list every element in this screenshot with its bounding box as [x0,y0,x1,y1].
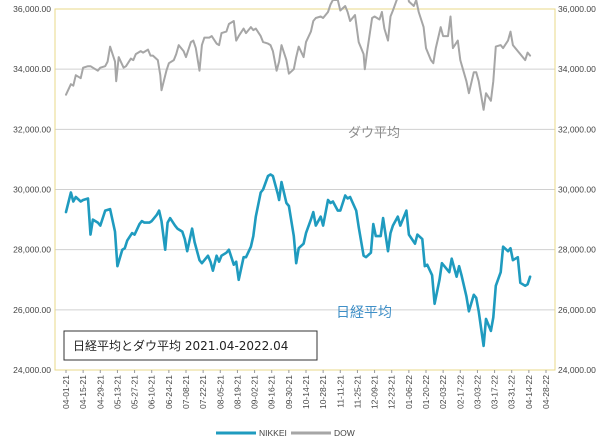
x-tick-label: 11-11-21 [335,375,345,408]
chart-title: 日経平均とダウ平均 2021.04-2022.04 [73,338,288,353]
left-tick-label: 24,000.00 [13,365,51,375]
right-axis-ticks: 24,000.00 26,000.00 28,000.00 30,000.00 32,0… [558,4,596,375]
right-tick-label: 30,000.00 [558,185,596,195]
x-tick-label: 06-24-21 [164,375,174,409]
x-tick-label: 12-23-21 [387,375,397,409]
x-tick-label: 04-15-21 [78,375,88,409]
x-tick-label: 01-06-22 [404,375,414,409]
chart-title-box: 日経平均とダウ平均 2021.04-2022.04 [63,330,318,361]
x-tick-label: 01-20-22 [421,375,431,409]
x-tick-label: 04-14-22 [524,375,534,409]
left-axis-ticks: 24,000.00 26,000.00 28,000.00 30,000.00 32,0… [13,4,51,375]
x-tick-label: 04-01-21 [61,375,71,409]
right-tick-label: 36,000.00 [558,4,596,14]
x-tick-label: 06-10-21 [147,375,157,409]
x-tick-label: 03-31-22 [507,375,517,409]
x-tick-label: 09-30-21 [284,375,294,409]
left-tick-label: 32,000.00 [13,124,51,134]
x-tick-label: 04-28-22 [541,375,551,409]
right-tick-label: 34,000.00 [558,64,596,74]
right-tick-label: 28,000.00 [558,245,596,255]
x-tick-label: 07-08-21 [181,375,191,409]
series-line-dow [65,0,532,111]
right-tick-label: 26,000.00 [558,305,596,315]
x-tick-label: 05-27-21 [130,375,140,409]
right-tick-label: 24,000.00 [558,365,596,375]
title-box-frame [63,330,318,361]
x-tick-label: 03-03-22 [472,375,482,409]
series-line-nikkei [64,173,532,348]
left-tick-label: 26,000.00 [13,305,51,315]
left-tick-label: 34,000.00 [13,64,51,74]
x-tick-label: 05-13-21 [112,375,122,409]
x-tick-label: 02-17-22 [455,375,465,409]
x-tick-label: 08-19-21 [232,375,242,409]
legend-label-nikkei: NIKKEI [259,428,287,438]
x-tick-label: 04-29-21 [95,375,105,409]
legend-label-dow: DOW [334,428,355,438]
x-tick-label: 09-16-21 [267,375,277,409]
left-tick-label: 30,000.00 [13,185,51,195]
x-tick-label: 11-25-21 [352,375,362,409]
x-tick-label: 09-02-21 [250,375,260,409]
x-tick-label: 03-17-22 [490,375,500,409]
nikkei-annotation: 日経平均 [336,305,392,321]
x-tick-label: 08-05-21 [215,375,225,409]
x-tick-label: 07-22-21 [198,375,208,409]
x-tick-label: 10-28-21 [318,375,328,409]
dow-annotation: ダウ平均 [348,126,400,141]
left-tick-label: 36,000.00 [13,4,51,14]
x-tick-label: 12-09-21 [370,375,380,409]
series-lines [64,0,532,348]
right-tick-label: 32,000.00 [558,124,596,134]
x-tick-label: 02-03-22 [438,375,448,409]
x-tick-label: 10-14-21 [301,375,311,409]
legend: NIKKEI DOW [216,428,355,438]
x-axis-ticks: 04-01-21 04-15-21 04-29-21 05-13-21 05-27-21… [61,370,551,409]
plot-area-border [54,8,556,371]
left-tick-label: 28,000.00 [13,245,51,255]
